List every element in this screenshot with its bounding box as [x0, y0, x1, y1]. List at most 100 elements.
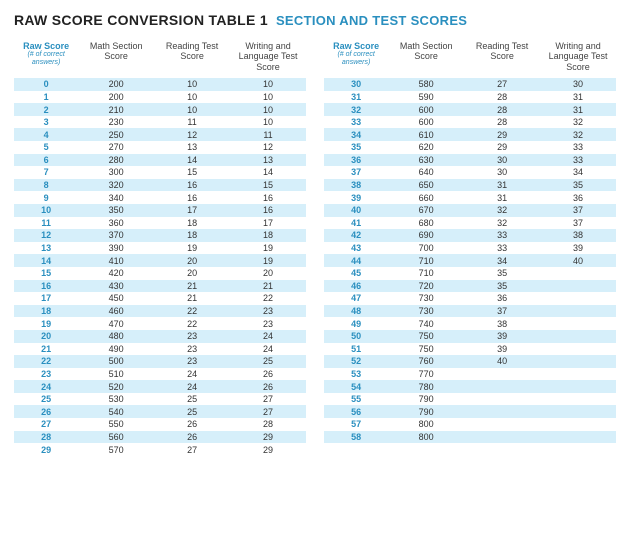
cell-math: 800: [388, 418, 464, 431]
table-row: 225002325: [14, 355, 306, 368]
cell-writing: 24: [230, 343, 306, 356]
table-row: 144102019: [14, 254, 306, 267]
table-row: 53770: [324, 368, 616, 381]
table-row: 366303033: [324, 154, 616, 167]
cell-reading: 29: [464, 128, 540, 141]
cell-writing: [540, 405, 616, 418]
table-row: 285602629: [14, 431, 306, 444]
cell-writing: 20: [230, 267, 306, 280]
cell-math: 230: [78, 116, 154, 129]
title-sub: SECTION AND TEST SCORES: [276, 13, 467, 28]
cell-reading: [464, 418, 540, 431]
col-header-raw: Raw Score(# of correct answers): [14, 38, 78, 78]
cell-raw-score: 33: [324, 116, 388, 129]
cell-writing: 11: [230, 128, 306, 141]
cell-reading: 22: [154, 305, 230, 318]
cell-raw-score: 23: [14, 368, 78, 381]
cell-raw-score: 57: [324, 418, 388, 431]
cell-writing: 37: [540, 217, 616, 230]
cell-math: 570: [78, 443, 154, 456]
col-header-reading: Reading Test Score: [464, 38, 540, 78]
cell-writing: [540, 343, 616, 356]
cell-writing: 21: [230, 280, 306, 293]
cell-reading: 28: [464, 103, 540, 116]
cell-math: 620: [388, 141, 464, 154]
cell-math: 520: [78, 380, 154, 393]
cell-math: 500: [78, 355, 154, 368]
table-row: 5175039: [324, 343, 616, 356]
cell-math: 710: [388, 254, 464, 267]
cell-reading: 10: [154, 103, 230, 116]
cell-math: 740: [388, 317, 464, 330]
cell-writing: 16: [230, 191, 306, 204]
cell-math: 490: [78, 343, 154, 356]
table-row: 315902831: [324, 91, 616, 104]
cell-math: 460: [78, 305, 154, 318]
cell-math: 770: [388, 368, 464, 381]
cell-math: 510: [78, 368, 154, 381]
table-row: 154202020: [14, 267, 306, 280]
cell-reading: 38: [464, 317, 540, 330]
table-row: 437003339: [324, 242, 616, 255]
cell-raw-score: 46: [324, 280, 388, 293]
cell-math: 410: [78, 254, 154, 267]
table-row: 174502122: [14, 292, 306, 305]
cell-raw-score: 52: [324, 355, 388, 368]
cell-raw-score: 55: [324, 393, 388, 406]
cell-writing: 19: [230, 242, 306, 255]
cell-raw-score: 50: [324, 330, 388, 343]
cell-writing: 33: [540, 141, 616, 154]
cell-reading: 21: [154, 280, 230, 293]
right-column: Raw Score(# of correct answers) Math Sec…: [324, 38, 616, 456]
cell-writing: 23: [230, 305, 306, 318]
table-row: 4773036: [324, 292, 616, 305]
cell-math: 450: [78, 292, 154, 305]
cell-math: 800: [388, 431, 464, 444]
table-row: 55790: [324, 393, 616, 406]
cell-raw-score: 34: [324, 128, 388, 141]
table-row: 356202933: [324, 141, 616, 154]
table-columns: Raw Score(# of correct answers) Math Sec…: [14, 38, 616, 456]
cell-writing: 23: [230, 317, 306, 330]
cell-raw-score: 47: [324, 292, 388, 305]
cell-math: 790: [388, 405, 464, 418]
cell-math: 420: [78, 267, 154, 280]
cell-writing: 26: [230, 380, 306, 393]
table-row: 73001514: [14, 166, 306, 179]
cell-raw-score: 15: [14, 267, 78, 280]
cell-raw-score: 13: [14, 242, 78, 255]
cell-raw-score: 39: [324, 191, 388, 204]
cell-reading: [464, 380, 540, 393]
cell-raw-score: 24: [14, 380, 78, 393]
table-row: 83201615: [14, 179, 306, 192]
cell-writing: 17: [230, 217, 306, 230]
cell-reading: 25: [154, 393, 230, 406]
cell-raw-score: 37: [324, 166, 388, 179]
left-column: Raw Score(# of correct answers) Math Sec…: [14, 38, 306, 456]
cell-reading: 25: [154, 405, 230, 418]
cell-raw-score: 18: [14, 305, 78, 318]
table-row: 326002831: [324, 103, 616, 116]
cell-raw-score: 20: [14, 330, 78, 343]
cell-reading: 39: [464, 330, 540, 343]
cell-writing: 29: [230, 431, 306, 444]
cell-reading: 29: [464, 141, 540, 154]
cell-raw-score: 17: [14, 292, 78, 305]
cell-math: 580: [388, 78, 464, 91]
cell-reading: 31: [464, 191, 540, 204]
cell-reading: 21: [154, 292, 230, 305]
cell-reading: 33: [464, 229, 540, 242]
table-row: 184602223: [14, 305, 306, 318]
cell-writing: 19: [230, 254, 306, 267]
col-header-math: Math Section Score: [388, 38, 464, 78]
table-row: 22101010: [14, 103, 306, 116]
cell-reading: 32: [464, 217, 540, 230]
table-row: 133901919: [14, 242, 306, 255]
conversion-table-left: Raw Score(# of correct answers) Math Sec…: [14, 38, 306, 456]
cell-writing: 27: [230, 393, 306, 406]
table-row: 58800: [324, 431, 616, 444]
cell-raw-score: 51: [324, 343, 388, 356]
cell-raw-score: 54: [324, 380, 388, 393]
table-row: 103501716: [14, 204, 306, 217]
cell-writing: 30: [540, 78, 616, 91]
